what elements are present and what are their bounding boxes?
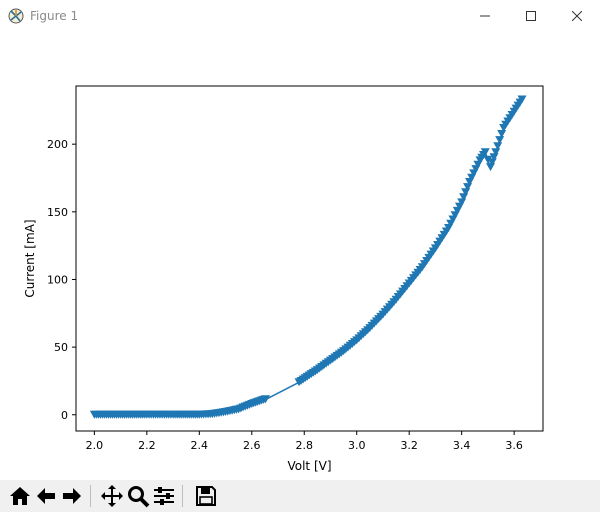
x-tick-label: 2.0 [86, 439, 104, 452]
home-icon [10, 487, 30, 505]
matplotlib-icon [8, 8, 24, 24]
minimize-button[interactable] [462, 0, 508, 32]
forward-button[interactable] [60, 484, 84, 508]
title-bar: Figure 1 [0, 0, 600, 32]
plot-area [75, 85, 544, 432]
chart: 2.0 2.2 2.4 2.6 2.8 3.0 3.2 3.4 3.6 0 50 100 150 200… [23, 85, 544, 473]
zoom-magnifier-icon [128, 486, 150, 508]
figure-canvas[interactable]: 2.0 2.2 2.4 2.6 2.8 3.0 3.2 3.4 3.6 0 50 100 150 200… [0, 32, 600, 478]
x-tick-label: 3.6 [505, 439, 523, 452]
data-point [495, 136, 505, 145]
configure-subplots-icon [154, 487, 174, 505]
data-point [261, 395, 271, 404]
close-icon [572, 11, 582, 21]
x-tick-label: 2.6 [243, 439, 261, 452]
x-tick-label: 3.2 [400, 439, 418, 452]
data-point [497, 130, 507, 139]
y-axis: 0 50 100 150 200 [47, 138, 76, 422]
zoom-button[interactable] [126, 484, 150, 508]
data-point [480, 148, 490, 157]
x-tick-label: 2.8 [296, 439, 314, 452]
toolbar-separator [182, 485, 183, 507]
x-axis-label: Volt [V] [287, 459, 331, 473]
y-tick-label: 200 [47, 138, 68, 151]
close-button[interactable] [554, 0, 600, 32]
navigation-toolbar [0, 480, 600, 512]
back-button[interactable] [34, 484, 58, 508]
data-point [493, 142, 503, 151]
y-tick-label: 150 [47, 206, 68, 219]
forward-arrow-icon [63, 488, 81, 504]
y-tick-label: 50 [54, 341, 68, 354]
maximize-button[interactable] [508, 0, 554, 32]
home-button[interactable] [8, 484, 32, 508]
pan-move-icon [101, 485, 123, 507]
save-button[interactable] [194, 484, 218, 508]
window-title: Figure 1 [30, 9, 79, 23]
save-disk-icon [196, 486, 216, 506]
data-point [491, 148, 501, 157]
x-tick-label: 2.2 [138, 439, 156, 452]
series-markers [89, 95, 527, 419]
x-tick-label: 2.4 [191, 439, 209, 452]
toolbar-separator [90, 485, 91, 507]
subplots-button[interactable] [152, 484, 176, 508]
x-tick-label: 3.0 [348, 439, 366, 452]
x-axis: 2.0 2.2 2.4 2.6 2.8 3.0 3.2 3.4 3.6 [86, 431, 523, 452]
y-tick-label: 100 [47, 273, 68, 286]
minimize-icon [480, 15, 490, 17]
data-point [483, 155, 493, 164]
y-tick-label: 0 [61, 409, 68, 422]
maximize-icon [526, 11, 536, 21]
x-tick-label: 3.4 [453, 439, 471, 452]
back-arrow-icon [37, 488, 55, 504]
pan-button[interactable] [100, 484, 124, 508]
y-axis-label: Current [mA] [23, 219, 37, 297]
data-point [517, 95, 527, 104]
